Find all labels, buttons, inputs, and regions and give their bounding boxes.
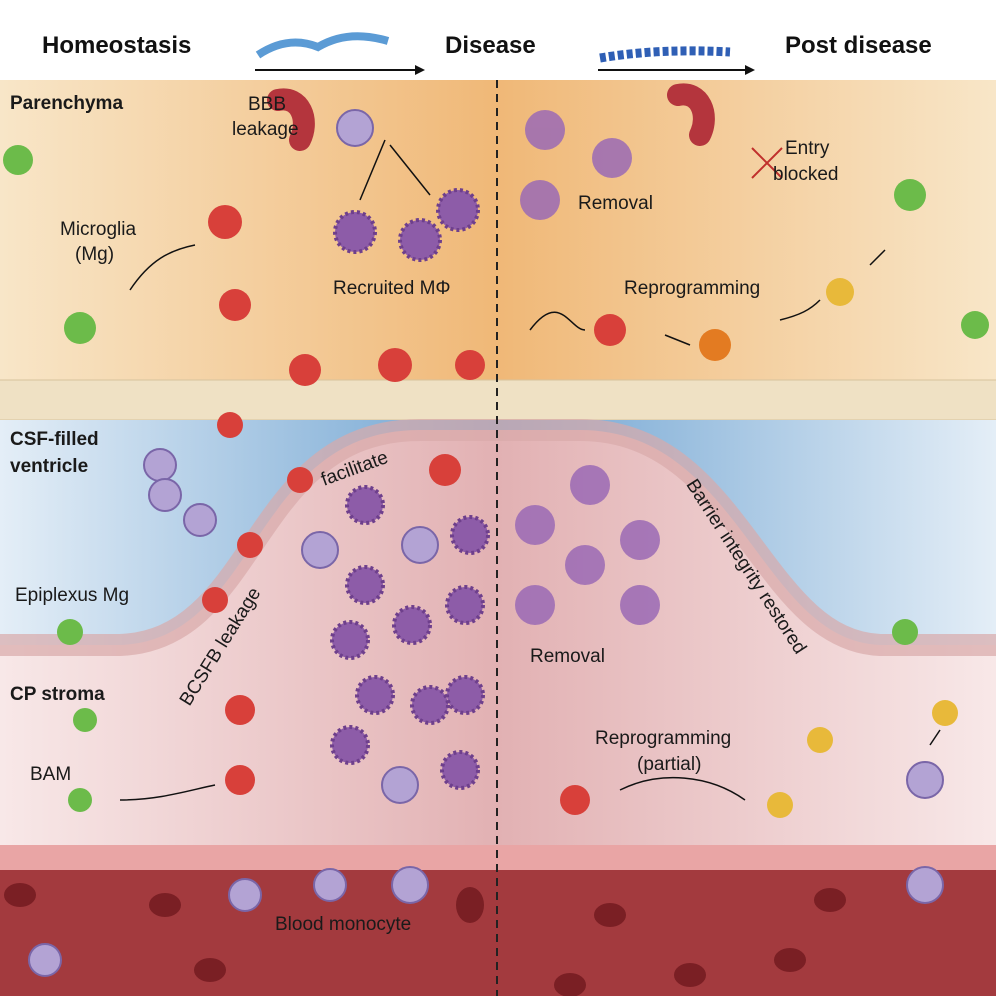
- label-blood-monocyte: Blood monocyte: [275, 914, 412, 935]
- region-parenchyma: Parenchyma: [10, 93, 124, 114]
- label-reprogramming-top: Reprogramming: [624, 278, 761, 299]
- label-bbb: BBB: [248, 94, 287, 115]
- region-csf-line1: CSF-filled: [10, 429, 99, 450]
- red-blood-cells: [4, 883, 846, 996]
- label-removal-bottom: Removal: [530, 646, 605, 667]
- stage-disease: Disease: [445, 32, 536, 59]
- pathogen-icon: [255, 32, 390, 59]
- label-reprogramming-partial: Reprogramming: [595, 728, 732, 749]
- label-bam: BAM: [30, 764, 72, 785]
- homeostatic-microglia: [3, 145, 989, 812]
- cp-stroma-region: [0, 430, 996, 845]
- debris-icon: [599, 46, 731, 63]
- blood-vessel: [667, 83, 715, 146]
- flow-arrows: [119, 139, 941, 801]
- label-partial: (partial): [637, 754, 702, 775]
- reprogrammed-cells: [699, 278, 958, 818]
- region-cp-stroma: CP stroma: [10, 684, 105, 705]
- monocytes: [28, 109, 944, 977]
- label-epiplexus-mg: Epiplexus Mg: [15, 585, 130, 606]
- blood-vessel: [267, 88, 315, 151]
- blocked-cross-icon: [751, 147, 783, 179]
- stage-post-disease: Post disease: [785, 32, 932, 59]
- stage-homeostasis: Homeostasis: [42, 32, 192, 59]
- ependymal-layer: [0, 380, 996, 420]
- label-removal-top: Removal: [578, 193, 653, 214]
- label-entry: Entry: [785, 138, 830, 159]
- recruited-macrophages: [330, 188, 490, 790]
- label-mg: (Mg): [75, 244, 115, 265]
- activated-microglia: [202, 205, 626, 815]
- label-blocked: blocked: [773, 164, 839, 185]
- label-leakage: leakage: [232, 119, 299, 140]
- debris-macrophages: [515, 110, 660, 625]
- label-recruited-macrophage: Recruited MΦ: [333, 278, 451, 299]
- region-csf-line2: ventricle: [10, 456, 89, 477]
- label-microglia: Microglia: [60, 219, 137, 240]
